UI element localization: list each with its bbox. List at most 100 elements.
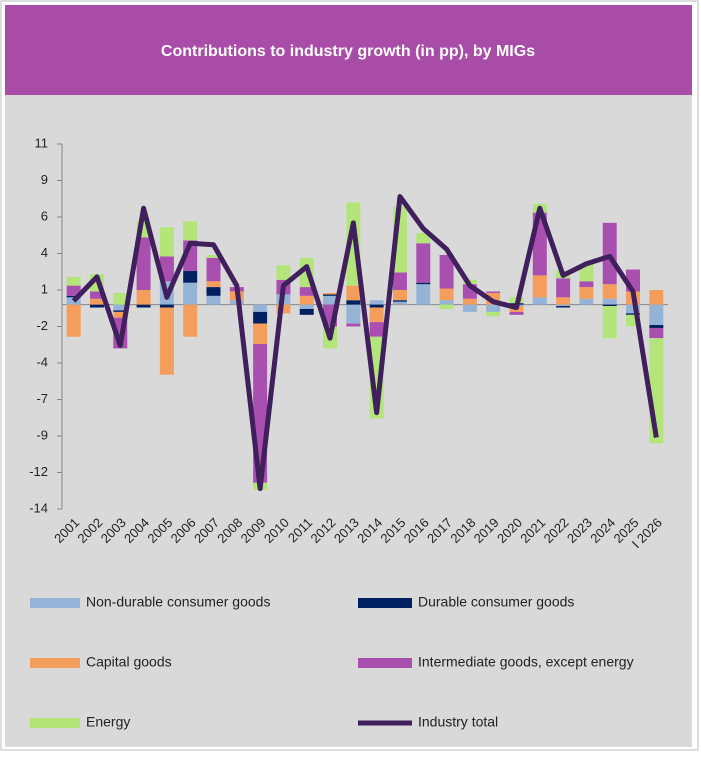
bar — [159, 227, 174, 257]
bar — [579, 281, 594, 288]
bar — [649, 290, 664, 305]
bar — [509, 311, 524, 315]
bar — [602, 284, 617, 299]
legend-swatch — [358, 598, 412, 608]
y-tick-label: -4 — [36, 354, 48, 369]
bar — [253, 304, 268, 312]
bar — [602, 304, 617, 307]
bar — [626, 313, 641, 315]
bar — [392, 300, 407, 302]
legend-label: Non-durable consumer goods — [86, 594, 270, 610]
bar — [602, 298, 617, 305]
bar — [66, 276, 81, 286]
bar — [66, 304, 81, 337]
bar — [323, 294, 338, 296]
bar — [183, 282, 198, 305]
bar — [556, 297, 571, 305]
bar — [89, 298, 104, 305]
bar — [579, 298, 594, 305]
bar — [183, 271, 198, 283]
bar — [626, 304, 641, 314]
bar — [323, 295, 338, 305]
bar — [276, 304, 291, 314]
bar — [183, 221, 198, 241]
bar — [136, 290, 151, 305]
bar — [369, 322, 384, 337]
bar — [462, 304, 477, 312]
bar — [486, 311, 501, 317]
bar — [602, 222, 617, 285]
bar — [416, 284, 431, 305]
legend-label: Intermediate goods, except energy — [418, 654, 634, 670]
bar — [299, 304, 314, 309]
bar — [416, 233, 431, 244]
legend-label: Industry total — [418, 714, 498, 730]
bar — [392, 290, 407, 301]
bar — [346, 300, 361, 305]
bar — [89, 304, 104, 308]
bar — [299, 295, 314, 305]
bar — [89, 291, 104, 299]
bar — [649, 304, 664, 326]
y-tick-label: 4 — [41, 245, 48, 260]
legend-swatch — [30, 718, 80, 728]
bar — [626, 314, 641, 327]
bar — [253, 323, 268, 345]
bar — [439, 288, 454, 301]
legend-swatch — [30, 598, 80, 608]
bar — [346, 323, 361, 327]
legend-label: Capital goods — [86, 654, 172, 670]
bar — [206, 281, 221, 288]
bar — [556, 304, 571, 307]
bar — [183, 304, 198, 337]
bar — [439, 254, 454, 289]
bar — [113, 304, 128, 311]
bar — [486, 291, 501, 293]
bar — [532, 297, 547, 305]
bar — [113, 292, 128, 305]
bar — [299, 287, 314, 296]
y-tick-label: -9 — [36, 427, 48, 442]
bar — [556, 278, 571, 298]
bar — [486, 304, 501, 312]
bar — [369, 304, 384, 308]
bar — [416, 282, 431, 285]
bar — [369, 307, 384, 323]
bar — [392, 301, 407, 305]
bar — [416, 243, 431, 283]
bar — [136, 237, 151, 290]
panel — [5, 95, 692, 747]
bar — [602, 306, 617, 339]
bar — [439, 300, 454, 305]
y-tick-label: 9 — [41, 172, 48, 187]
legend-swatch — [358, 658, 412, 668]
bar — [649, 327, 664, 339]
bar — [66, 285, 81, 296]
bar — [206, 254, 221, 258]
bar — [649, 325, 664, 328]
y-tick-label: -12 — [29, 464, 48, 479]
bar — [136, 304, 151, 308]
bar — [462, 298, 477, 305]
bar — [323, 292, 338, 295]
bar — [392, 272, 407, 290]
bar — [66, 295, 81, 298]
bar — [532, 275, 547, 298]
header — [5, 5, 692, 95]
bar — [113, 311, 128, 318]
bar — [253, 311, 268, 324]
y-tick-label: 1 — [41, 281, 48, 296]
bar — [579, 287, 594, 299]
bar — [346, 304, 361, 324]
y-tick-label: 6 — [41, 208, 48, 223]
total-line — [71, 194, 659, 492]
legend-swatch — [30, 658, 80, 668]
y-tick-label: 11 — [35, 135, 49, 150]
bar — [439, 304, 454, 309]
chart-title: Contributions to industry growth (in pp)… — [161, 43, 535, 60]
bar — [113, 310, 128, 312]
bar — [206, 287, 221, 296]
bar — [299, 308, 314, 315]
bar — [346, 285, 361, 301]
bar — [206, 295, 221, 305]
